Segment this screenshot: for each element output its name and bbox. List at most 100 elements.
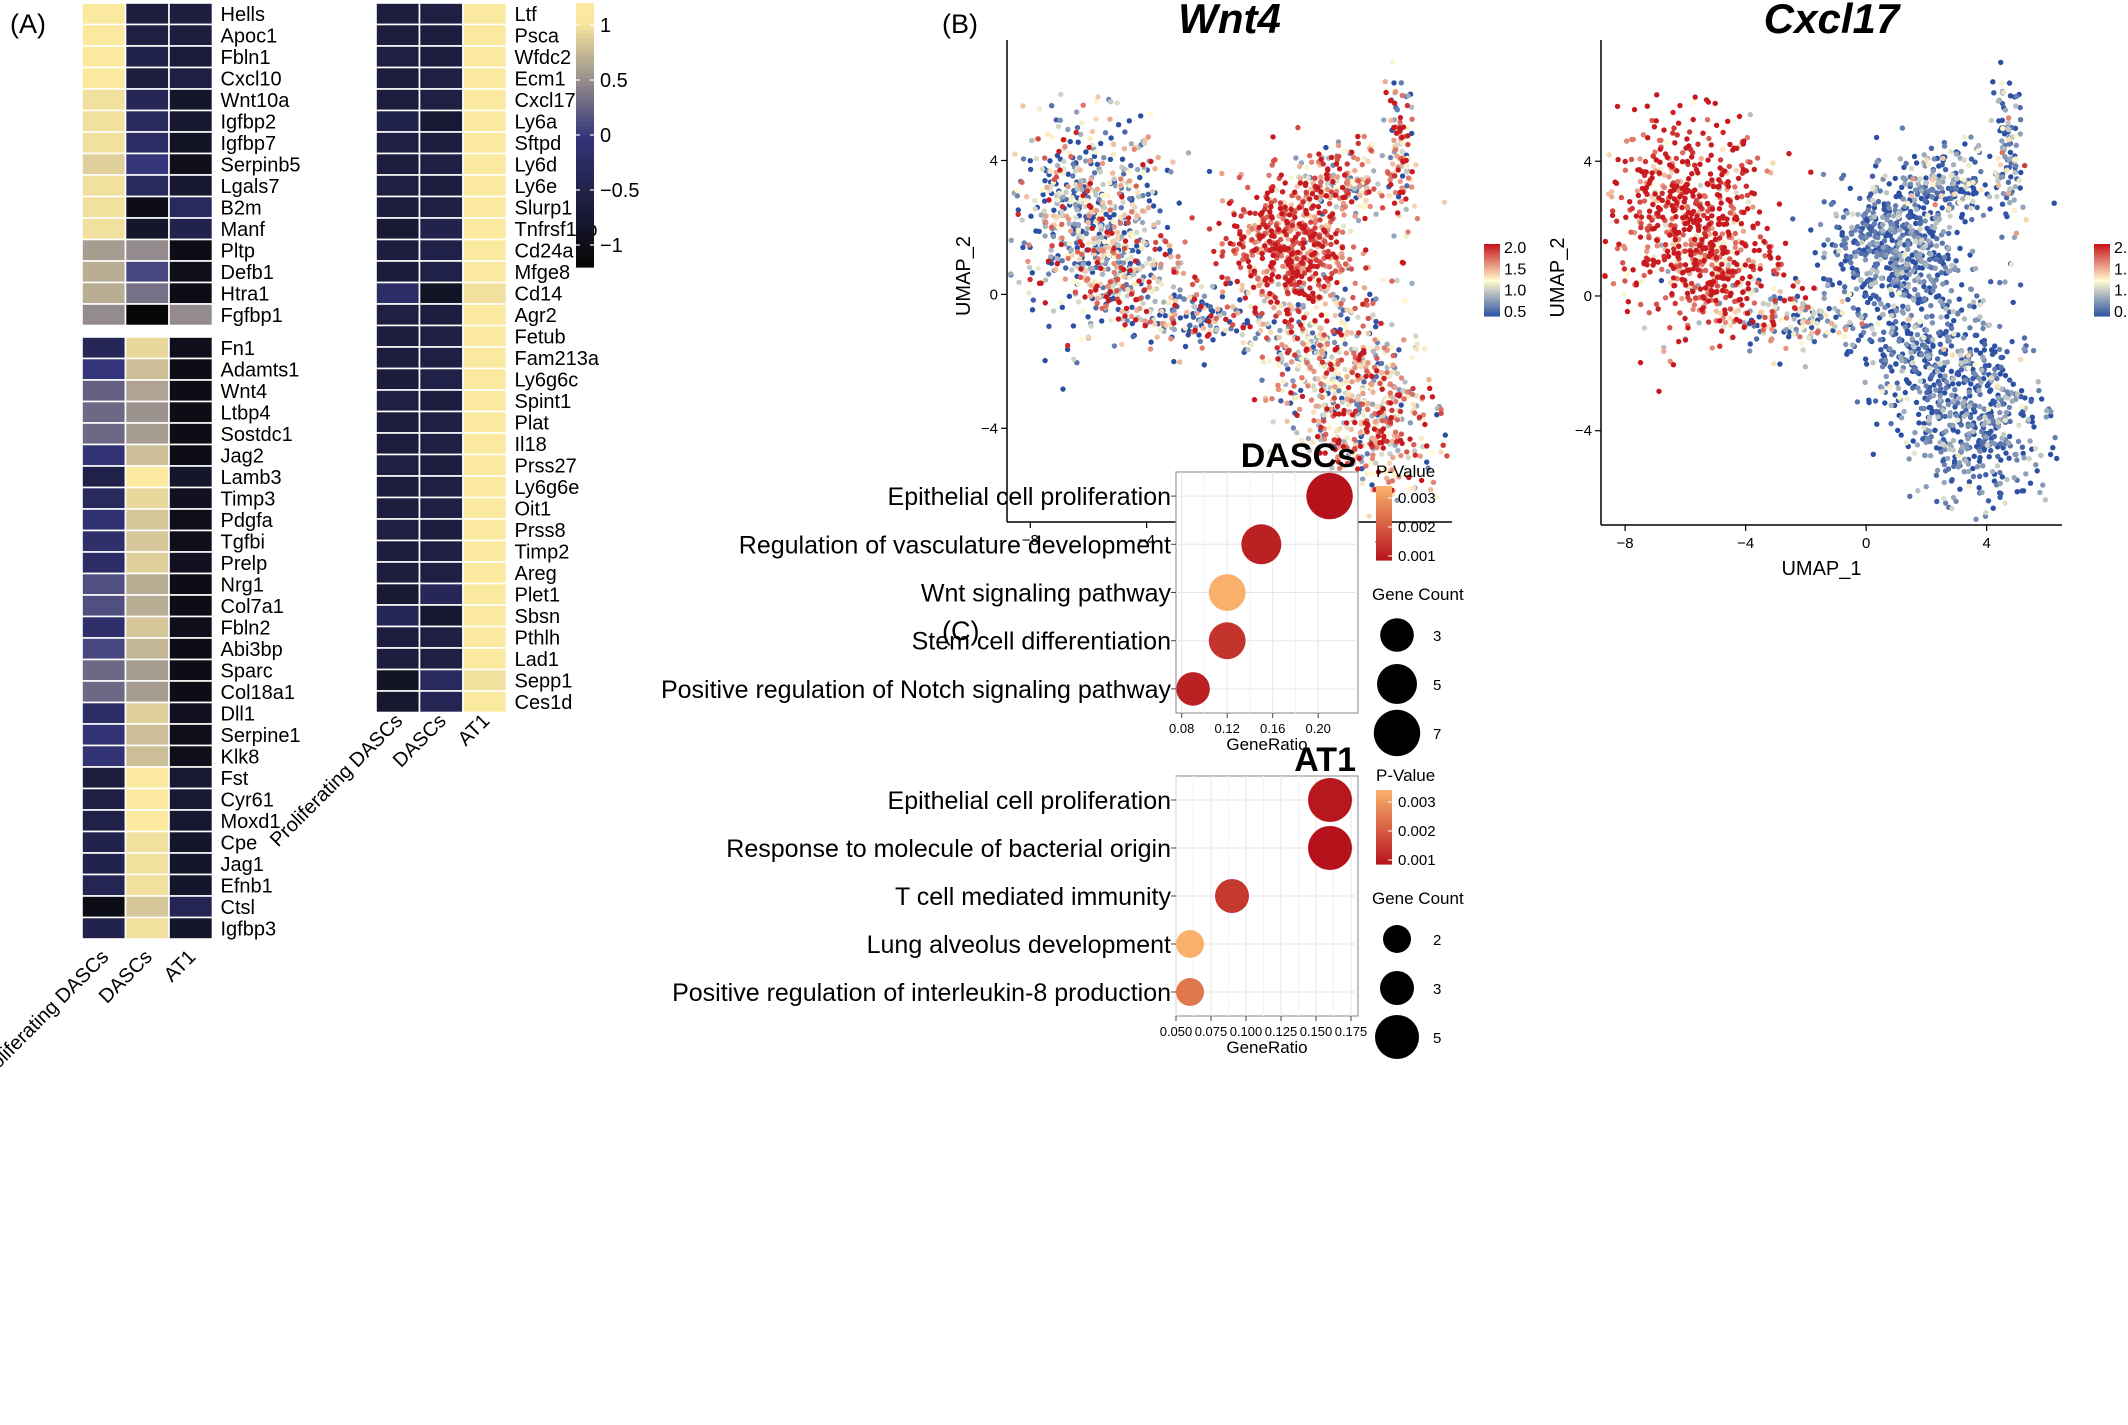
umap-colorbar-segment xyxy=(1484,289,1500,292)
heatmap-left-top-row-label: Apoc1 xyxy=(221,25,278,47)
umap-point xyxy=(1058,91,1064,98)
umap-point xyxy=(1284,289,1291,295)
umap-point xyxy=(1148,111,1154,117)
umap-point xyxy=(1120,283,1126,290)
umap-point xyxy=(1361,155,1368,161)
umap-colorbar-segment xyxy=(1484,280,1500,283)
umap-point xyxy=(1880,244,1886,251)
umap-point xyxy=(1290,378,1296,384)
umap-point xyxy=(1163,238,1169,245)
umap-point xyxy=(1350,457,1356,463)
umap-point xyxy=(1356,356,1362,363)
heatmap-left-bottom-cell xyxy=(124,443,170,467)
heatmap-left-top-row-label: Igfbp2 xyxy=(221,111,277,133)
heatmap-left-top-cell xyxy=(168,131,214,155)
umap-point xyxy=(1373,296,1379,302)
heatmap-left-bottom-row-label: Igfbp3 xyxy=(221,918,277,940)
umap-point xyxy=(1917,319,1923,325)
umap-point xyxy=(1884,265,1890,271)
umap-point xyxy=(1364,184,1370,191)
umap-point xyxy=(1901,175,1907,181)
umap-point xyxy=(1840,214,1847,220)
umap-point xyxy=(1976,387,1982,394)
heatmap-left-bottom-cell xyxy=(124,680,170,704)
umap-point xyxy=(1874,269,1880,275)
umap-point xyxy=(1622,245,1628,252)
umap-point xyxy=(1871,214,1878,220)
umap-point xyxy=(1902,389,1909,396)
umap-point xyxy=(1392,384,1398,390)
umap-point xyxy=(1995,98,2002,104)
umap-point xyxy=(1855,241,1861,247)
umap-point xyxy=(1817,221,1824,228)
umap-point xyxy=(1809,314,1816,321)
umap-point xyxy=(1411,448,1418,454)
colorbar-segment xyxy=(576,38,594,44)
umap-point xyxy=(1211,248,1217,255)
umap-point xyxy=(1231,211,1237,218)
umap-point xyxy=(1644,248,1650,255)
colorbar-segment xyxy=(576,187,594,193)
colorbar-segment xyxy=(576,223,594,228)
umap-point xyxy=(1999,117,2006,124)
umap-point xyxy=(1386,192,1392,199)
colorbar-segment xyxy=(576,69,594,74)
umap-point xyxy=(1964,194,1971,201)
umap-point xyxy=(1060,170,1067,176)
heatmap-left-bottom-cell xyxy=(81,830,127,854)
umap-point xyxy=(2008,261,2015,267)
umap-point xyxy=(1690,99,1697,105)
umap-point xyxy=(1943,428,1949,434)
umap-point xyxy=(1106,252,1112,258)
heatmap-right-cell xyxy=(375,281,421,305)
umap-point xyxy=(1950,494,1957,501)
umap-point xyxy=(1369,470,1376,477)
umap-point xyxy=(1933,220,1940,226)
umap-point xyxy=(1088,293,1094,299)
colorbar-segment xyxy=(576,82,594,88)
umap-point xyxy=(1980,325,1986,332)
umap-point xyxy=(1842,245,1849,251)
umap-point xyxy=(2027,438,2033,444)
umap-point xyxy=(1937,373,1944,379)
umap-point xyxy=(1966,431,1972,437)
umap-point xyxy=(1999,138,2005,144)
umap-point xyxy=(1284,418,1290,424)
umap-point xyxy=(1942,351,1949,357)
umap-point xyxy=(1292,189,1298,195)
umap-point xyxy=(1992,366,1998,372)
umap-point xyxy=(1976,485,1982,491)
umap-point xyxy=(1312,318,1318,324)
umap-point xyxy=(1314,263,1320,270)
umap-point xyxy=(1357,443,1364,449)
umap-point xyxy=(1931,283,1938,290)
heatmap-right-row-label: Sbsn xyxy=(515,606,561,628)
umap-point xyxy=(1359,401,1366,407)
umap-point xyxy=(1375,433,1382,439)
umap-point xyxy=(1949,352,1956,358)
umap-point xyxy=(1923,484,1929,490)
umap-point xyxy=(2003,195,2010,201)
umap-point xyxy=(2033,445,2039,452)
heatmap-left-bottom-cell xyxy=(81,422,127,446)
umap-point xyxy=(2002,154,2008,160)
umap-point xyxy=(2005,115,2012,121)
umap-point xyxy=(1970,185,1977,192)
y-axis-label: UMAP_2 xyxy=(953,236,975,316)
umap-point xyxy=(1027,166,1034,173)
heatmap-right-cell xyxy=(375,561,421,585)
colorbar-segment xyxy=(576,130,594,136)
umap-point xyxy=(1927,230,1934,236)
umap-point xyxy=(1323,311,1330,318)
umap-point xyxy=(1071,278,1078,284)
umap-point xyxy=(1118,205,1125,211)
umap-point xyxy=(1938,269,1945,276)
umap-point xyxy=(1405,454,1412,461)
umap-point xyxy=(1905,213,1912,219)
umap-point xyxy=(1806,335,1812,341)
heatmap-right-row-label: Cd14 xyxy=(515,283,563,305)
umap-point xyxy=(1895,427,1901,434)
umap-colorbar-segment xyxy=(1484,305,1500,308)
heatmap-left-top-row-label: Wnt10a xyxy=(221,90,291,112)
umap-point xyxy=(1008,271,1014,277)
